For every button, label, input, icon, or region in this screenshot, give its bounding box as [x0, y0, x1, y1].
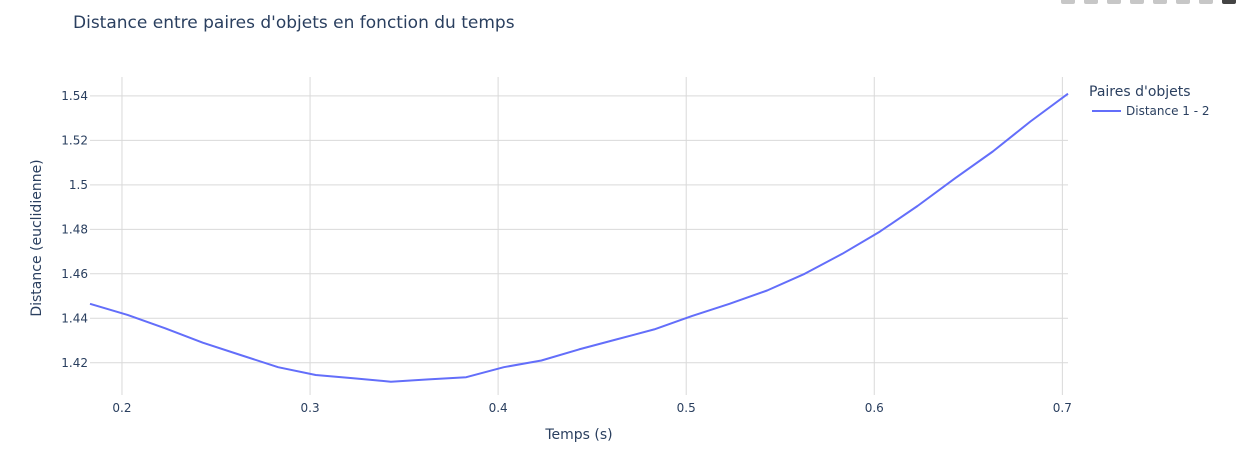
pan-icon[interactable]	[1107, 0, 1121, 4]
y-tick-label: 1.46	[61, 267, 88, 281]
legend-title: Paires d'objets	[1089, 84, 1191, 100]
series-line[interactable]	[89, 92, 1069, 383]
x-ticks: 0.2 0.3 0.4 0.5 0.6 0.7	[112, 401, 1071, 415]
y-grid	[90, 95, 1068, 364]
chart-title: Distance entre paires d'objets en foncti…	[73, 13, 515, 33]
x-tick-label: 0.5	[677, 401, 696, 415]
x-axis-title: Temps (s)	[544, 427, 612, 443]
zoom-in-icon[interactable]	[1130, 0, 1144, 4]
y-ticks: 1.42 1.44 1.46 1.48 1.5 1.52 1.54	[61, 89, 88, 370]
legend: Paires d'objets Distance 1 - 2	[1089, 84, 1210, 118]
y-tick-label: 1.42	[61, 356, 88, 370]
x-tick-label: 0.3	[301, 401, 320, 415]
legend-item-label: Distance 1 - 2	[1126, 104, 1210, 118]
x-tick-label: 0.6	[865, 401, 884, 415]
zoom-out-icon[interactable]	[1153, 0, 1167, 4]
legend-item[interactable]: Distance 1 - 2	[1092, 104, 1210, 118]
plotly-logo-icon[interactable]	[1222, 0, 1236, 4]
y-axis-title: Distance (euclidienne)	[29, 159, 45, 316]
x-grid	[121, 77, 1063, 395]
modebar	[1061, 0, 1236, 4]
reset-axes-icon[interactable]	[1199, 0, 1213, 4]
autoscale-icon[interactable]	[1176, 0, 1190, 4]
y-tick-label: 1.5	[69, 178, 88, 192]
x-tick-label: 0.2	[112, 401, 131, 415]
x-tick-label: 0.4	[489, 401, 508, 415]
x-tick-label: 0.7	[1053, 401, 1072, 415]
y-tick-label: 1.52	[61, 133, 88, 147]
series-layer	[89, 92, 1069, 383]
y-tick-label: 1.54	[61, 89, 88, 103]
camera-icon[interactable]	[1061, 0, 1075, 4]
zoom-icon[interactable]	[1084, 0, 1098, 4]
y-tick-label: 1.48	[61, 222, 88, 236]
y-tick-label: 1.44	[61, 311, 88, 325]
